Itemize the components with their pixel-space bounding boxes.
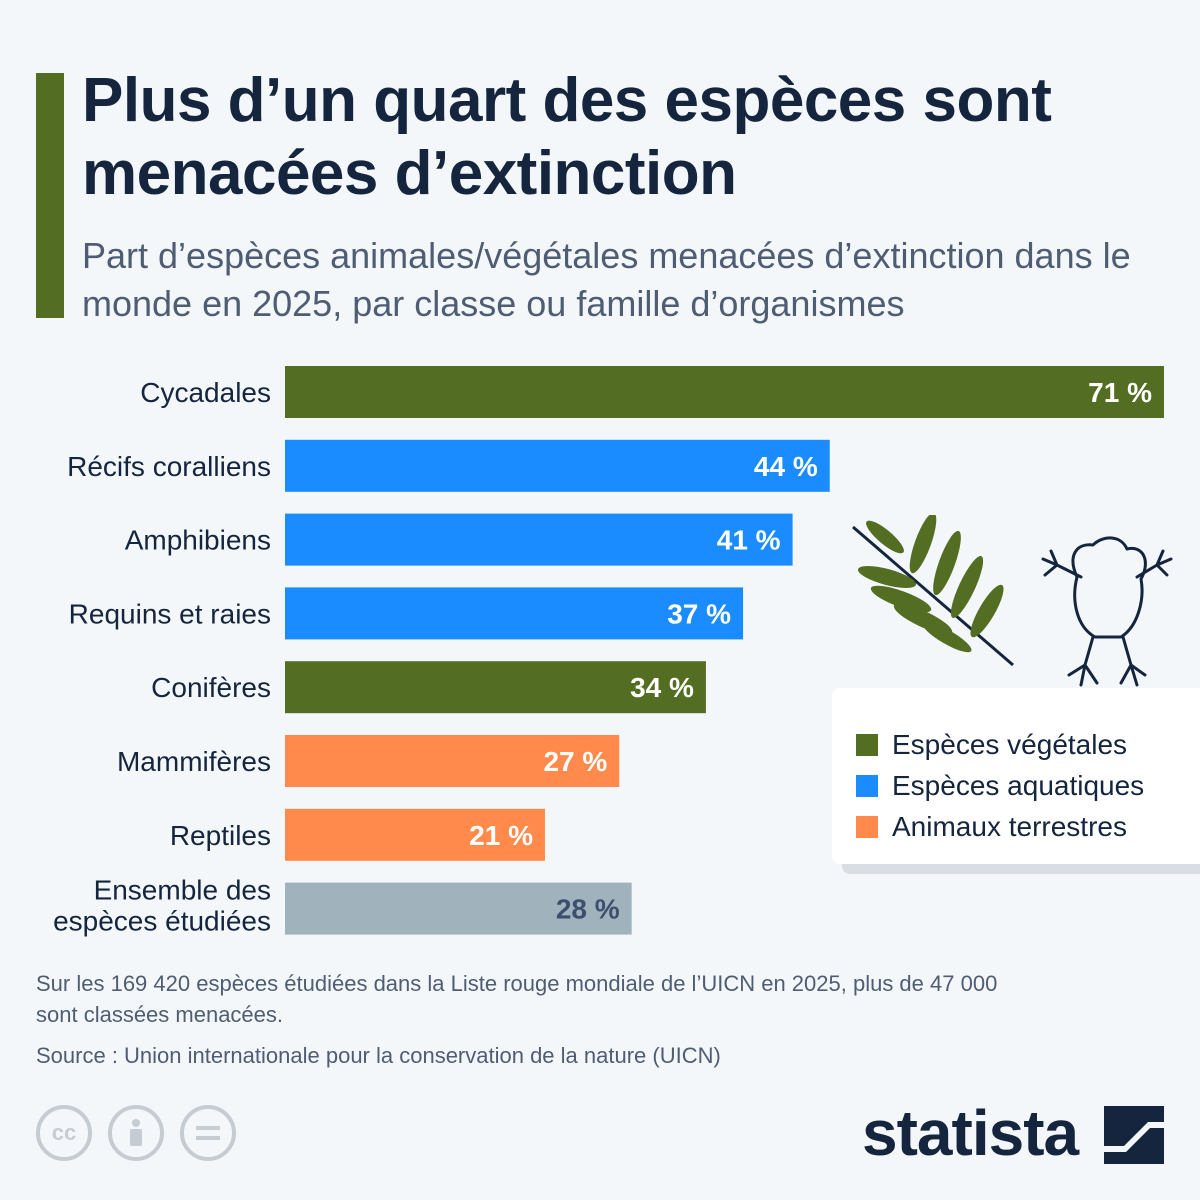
- fern-leaf-icon: [852, 515, 1014, 667]
- cc-icon[interactable]: cc: [36, 1105, 92, 1161]
- legend-label-vegetal: Espèces végétales: [892, 728, 1128, 760]
- chart-subtitle: Part d’espèces animales/végétales menacé…: [82, 235, 1131, 324]
- category-label-7: Ensemble des espèces étudiées: [53, 875, 271, 937]
- legend-item-terrestrial: Animaux terrestres: [856, 806, 1200, 847]
- category-label-4: Conifères: [151, 672, 271, 703]
- value-label-4: 34 %: [630, 672, 694, 703]
- category-label-0: Cycadales: [140, 377, 271, 408]
- bar-2: [285, 513, 793, 566]
- category-label-2: Amphibiens: [125, 525, 271, 556]
- statista-logo[interactable]: statista: [862, 1097, 1079, 1169]
- category-label-5: Mammifères: [117, 746, 271, 777]
- footnote: Sur les 169 420 espèces étudiées dans la…: [36, 971, 998, 1027]
- legend-label-terrestrial: Animaux terrestres: [892, 810, 1127, 842]
- legend-item-aquatic: Espèces aquatiques: [856, 765, 1200, 806]
- license-icons: cc: [36, 1105, 236, 1161]
- bar-5: [285, 735, 620, 787]
- value-label-7: 28 %: [556, 894, 620, 925]
- legend-item-vegetal: Espèces végétales: [856, 724, 1200, 765]
- legend-swatch-vegetal: [856, 733, 878, 756]
- legend: Espèces végétales Espèces aquatiques Ani…: [832, 688, 1200, 864]
- value-label-5: 27 %: [543, 746, 607, 777]
- category-label-3: Requins et raies: [69, 598, 271, 629]
- bar-7: [285, 882, 632, 935]
- statista-logo-mark-icon: [1104, 1106, 1164, 1164]
- value-label-2: 41 %: [717, 525, 781, 556]
- bar-1: [285, 439, 830, 492]
- chart-title: Plus d’un quart des espèces sont menacée…: [82, 66, 1052, 208]
- category-label-6: Reptiles: [170, 820, 271, 851]
- source-note: Source : Union internationale pour la co…: [36, 1043, 721, 1068]
- value-label-6: 21 %: [469, 820, 533, 851]
- frog-icon: [1041, 536, 1173, 687]
- title-accent-bar: [36, 73, 64, 318]
- legend-swatch-aquatic: [856, 774, 878, 797]
- legend-label-aquatic: Espèces aquatiques: [892, 769, 1145, 801]
- value-label-0: 71 %: [1088, 377, 1152, 408]
- bar-3: [285, 587, 744, 640]
- leaf-and-frog-illustration: [852, 515, 1173, 687]
- by-icon[interactable]: [108, 1105, 164, 1161]
- legend-swatch-terrestrial: [856, 815, 878, 838]
- value-label-3: 37 %: [667, 598, 731, 629]
- bar-6: [285, 808, 545, 861]
- value-label-1: 44 %: [754, 451, 818, 482]
- bar-0: [285, 366, 1164, 418]
- nd-icon[interactable]: [180, 1105, 236, 1161]
- bar-4: [285, 661, 706, 714]
- category-label-1: Récifs coralliens: [67, 451, 271, 482]
